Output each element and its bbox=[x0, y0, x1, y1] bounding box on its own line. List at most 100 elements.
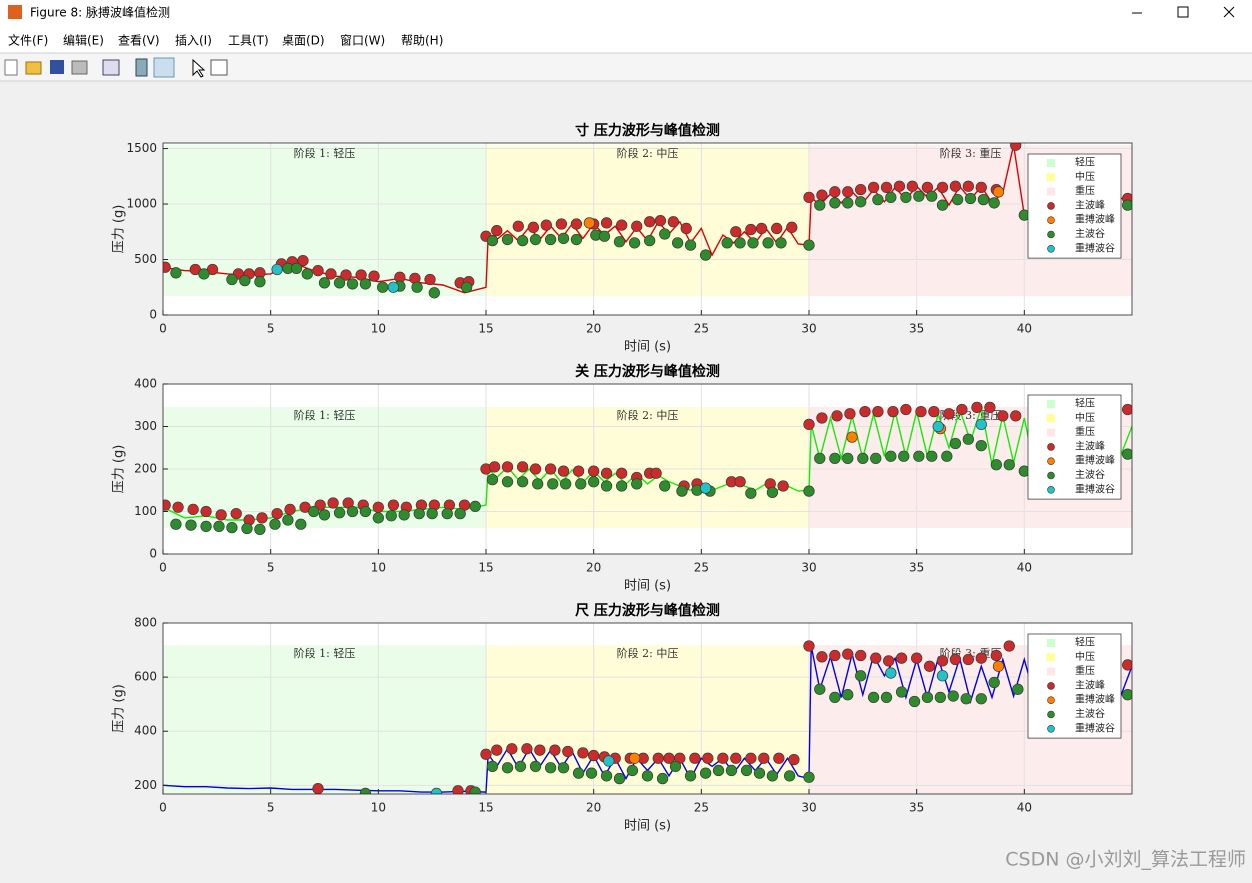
peak-marker bbox=[284, 503, 296, 516]
peak-marker bbox=[585, 767, 598, 779]
y-tick-label: 400 bbox=[134, 377, 157, 391]
peak-marker bbox=[1122, 689, 1132, 701]
peak-marker bbox=[170, 267, 182, 279]
peak-marker bbox=[1122, 448, 1132, 460]
menu-item[interactable]: 编辑(E) bbox=[63, 33, 104, 48]
peak-marker bbox=[1010, 410, 1022, 422]
legend-label: 重搏波峰 bbox=[1075, 213, 1115, 226]
peak-marker bbox=[1122, 199, 1132, 211]
legend-swatch bbox=[1047, 187, 1055, 196]
x-tick-label: 20 bbox=[586, 561, 601, 575]
app-icon bbox=[8, 5, 22, 19]
legend-box bbox=[1027, 394, 1122, 500]
peak-marker bbox=[659, 228, 671, 240]
x-tick-label: 5 bbox=[267, 561, 275, 575]
save-button[interactable] bbox=[50, 60, 64, 74]
peak-marker bbox=[501, 233, 514, 246]
peak-marker bbox=[872, 193, 884, 206]
peak-marker bbox=[829, 649, 841, 662]
peak-marker bbox=[699, 482, 712, 494]
peak-marker bbox=[452, 785, 464, 794]
menu-item[interactable]: 插入(I) bbox=[175, 34, 212, 48]
peak-marker bbox=[900, 191, 912, 204]
colorbar-button[interactable] bbox=[135, 58, 148, 77]
peak-marker bbox=[947, 690, 959, 702]
peak-marker bbox=[883, 655, 895, 667]
plot-area: 阶段 1: 轻压 阶段 2: 中压 阶段 3: 重压 bbox=[163, 623, 1132, 794]
print-button[interactable] bbox=[71, 60, 88, 75]
open-button[interactable] bbox=[25, 61, 42, 75]
peak-marker bbox=[613, 772, 626, 785]
peak-marker bbox=[880, 691, 893, 704]
peak-marker bbox=[977, 193, 990, 206]
peak-marker bbox=[762, 237, 774, 249]
new-button[interactable] bbox=[4, 59, 18, 76]
peak-marker bbox=[271, 263, 283, 276]
peak-marker bbox=[368, 270, 380, 282]
peak-marker bbox=[766, 486, 779, 499]
menu-item[interactable]: 查看(V) bbox=[118, 34, 160, 48]
peak-marker bbox=[1003, 459, 1015, 471]
peak-marker bbox=[469, 786, 481, 794]
x-tick-label: 10 bbox=[371, 561, 386, 575]
peak-marker bbox=[557, 465, 570, 477]
axes-frame bbox=[162, 622, 1133, 795]
peak-marker bbox=[491, 225, 503, 237]
peak-marker bbox=[829, 452, 841, 465]
legend-marker bbox=[1047, 485, 1055, 494]
pointer-button[interactable] bbox=[192, 58, 206, 78]
legend-label: 重压 bbox=[1075, 664, 1095, 677]
peak-marker bbox=[254, 523, 266, 535]
peak-marker bbox=[829, 186, 841, 198]
peak-marker bbox=[413, 507, 425, 520]
maximize-button[interactable] bbox=[1177, 6, 1189, 18]
legend-swatch bbox=[1047, 173, 1055, 182]
peak-marker bbox=[200, 520, 212, 533]
peak-marker bbox=[454, 507, 466, 520]
peak-marker bbox=[603, 755, 615, 767]
peak-marker bbox=[783, 770, 796, 782]
peak-marker bbox=[301, 268, 313, 280]
peak-marker bbox=[923, 660, 936, 672]
peak-marker bbox=[480, 748, 492, 760]
link-button[interactable] bbox=[102, 59, 120, 76]
menu-item[interactable]: 窗口(W) bbox=[340, 34, 385, 48]
peak-marker bbox=[992, 186, 1005, 198]
peak-marker bbox=[659, 480, 671, 492]
x-axis-label: 时间 (s) bbox=[624, 579, 671, 594]
peak-marker bbox=[213, 520, 225, 533]
region bbox=[163, 645, 486, 794]
x-axis-label: 时间 (s) bbox=[624, 819, 671, 834]
peak-marker bbox=[491, 744, 503, 756]
peak-marker bbox=[941, 450, 953, 462]
x-tick-label: 40 bbox=[1017, 801, 1032, 815]
property-button[interactable] bbox=[210, 59, 228, 76]
peak-marker bbox=[282, 514, 294, 526]
legend-button[interactable] bbox=[153, 57, 175, 78]
peak-marker bbox=[514, 760, 527, 773]
peak-marker bbox=[577, 747, 589, 759]
menu-item[interactable]: 文件(F) bbox=[8, 33, 48, 48]
close-button[interactable] bbox=[1223, 6, 1235, 18]
peak-marker bbox=[885, 450, 897, 462]
peak-marker bbox=[544, 233, 557, 246]
y-tick-label: 800 bbox=[134, 616, 157, 630]
legend-label: 重搏波峰 bbox=[1075, 454, 1115, 467]
peak-marker bbox=[934, 691, 947, 704]
peak-marker bbox=[846, 431, 858, 443]
peak-marker bbox=[975, 693, 987, 705]
peak-marker bbox=[359, 278, 372, 290]
peak-marker bbox=[486, 760, 499, 773]
menu-item[interactable]: 帮助(H) bbox=[401, 34, 443, 48]
menu-item[interactable]: 桌面(D) bbox=[282, 34, 325, 48]
peak-marker bbox=[616, 480, 628, 492]
peak-marker bbox=[327, 497, 339, 509]
peak-marker bbox=[855, 196, 867, 208]
peak-marker bbox=[855, 649, 867, 662]
menu-item[interactable]: 工具(T) bbox=[228, 34, 269, 48]
peak-marker bbox=[786, 221, 798, 233]
y-tick-label: 0 bbox=[149, 547, 157, 561]
peak-marker bbox=[803, 485, 815, 497]
peak-marker bbox=[936, 670, 949, 682]
peak-marker bbox=[803, 239, 815, 251]
